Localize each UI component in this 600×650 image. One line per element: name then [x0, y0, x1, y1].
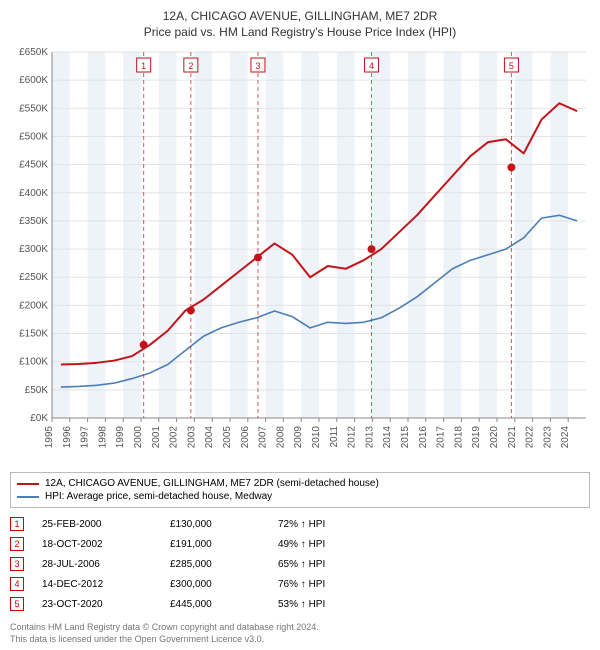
title-line-1: 12A, CHICAGO AVENUE, GILLINGHAM, ME7 2DR: [6, 8, 594, 24]
svg-text:5: 5: [509, 61, 514, 71]
legend-row-hpi: HPI: Average price, semi-detached house,…: [17, 490, 583, 503]
svg-text:2008: 2008: [275, 426, 286, 449]
svg-text:2003: 2003: [186, 426, 197, 449]
event-marker: 5: [10, 597, 24, 611]
svg-text:2014: 2014: [382, 426, 393, 449]
event-hpi: 53% ↑ HPI: [278, 599, 368, 610]
svg-text:2021: 2021: [507, 426, 518, 449]
svg-text:1999: 1999: [115, 426, 126, 449]
event-hpi: 72% ↑ HPI: [278, 519, 368, 530]
svg-text:2009: 2009: [293, 426, 304, 449]
svg-text:2000: 2000: [133, 426, 144, 449]
footer-line-1: Contains HM Land Registry data © Crown c…: [10, 622, 590, 634]
svg-text:3: 3: [255, 61, 260, 71]
svg-text:2024: 2024: [560, 426, 571, 449]
footer-note: Contains HM Land Registry data © Crown c…: [10, 622, 590, 645]
svg-text:2007: 2007: [258, 426, 269, 449]
svg-text:2022: 2022: [525, 426, 536, 449]
svg-text:£650K: £650K: [19, 47, 48, 58]
svg-text:2010: 2010: [311, 426, 322, 449]
svg-text:£500K: £500K: [19, 132, 48, 143]
event-row: 5 23-OCT-2020 £445,000 53% ↑ HPI: [10, 594, 590, 614]
svg-text:1: 1: [141, 61, 146, 71]
event-hpi: 49% ↑ HPI: [278, 539, 368, 550]
svg-text:1997: 1997: [80, 426, 91, 449]
event-price: £285,000: [170, 559, 260, 570]
svg-text:£550K: £550K: [19, 104, 48, 115]
legend-label-price: 12A, CHICAGO AVENUE, GILLINGHAM, ME7 2DR…: [45, 478, 379, 489]
event-row: 3 28-JUL-2006 £285,000 65% ↑ HPI: [10, 554, 590, 574]
svg-text:2011: 2011: [329, 426, 340, 448]
chart-area: £0K £50K £100K £150K £200K £250K £300K £350K £40…: [6, 46, 594, 466]
legend-row-price: 12A, CHICAGO AVENUE, GILLINGHAM, ME7 2DR…: [17, 477, 583, 490]
event-marker: 2: [10, 537, 24, 551]
event-date: 18-OCT-2002: [42, 539, 152, 550]
svg-text:2004: 2004: [204, 426, 215, 449]
title-block: 12A, CHICAGO AVENUE, GILLINGHAM, ME7 2DR…: [6, 8, 594, 40]
svg-text:2006: 2006: [240, 426, 251, 449]
events-table: 1 25-FEB-2000 £130,000 72% ↑ HPI 2 18-OCT-200…: [10, 514, 590, 614]
svg-text:2019: 2019: [471, 426, 482, 449]
event-date: 28-JUL-2006: [42, 559, 152, 570]
event-marker: 1: [10, 517, 24, 531]
event-hpi: 76% ↑ HPI: [278, 579, 368, 590]
svg-text:2018: 2018: [453, 426, 464, 449]
legend-label-hpi: HPI: Average price, semi-detached house,…: [45, 491, 272, 502]
svg-text:2002: 2002: [169, 426, 180, 449]
svg-text:£450K: £450K: [19, 160, 48, 171]
svg-text:£250K: £250K: [19, 273, 48, 284]
event-price: £300,000: [170, 579, 260, 590]
event-row: 2 18-OCT-2002 £191,000 49% ↑ HPI: [10, 534, 590, 554]
legend: 12A, CHICAGO AVENUE, GILLINGHAM, ME7 2DR…: [10, 472, 590, 508]
event-price: £445,000: [170, 599, 260, 610]
svg-text:2017: 2017: [436, 426, 447, 449]
event-marker: 3: [10, 557, 24, 571]
svg-text:2023: 2023: [542, 426, 553, 449]
svg-text:£200K: £200K: [19, 301, 48, 312]
page-container: 12A, CHICAGO AVENUE, GILLINGHAM, ME7 2DR…: [0, 0, 600, 650]
svg-text:2005: 2005: [222, 426, 233, 449]
svg-text:£400K: £400K: [19, 188, 48, 199]
svg-text:2020: 2020: [489, 426, 500, 449]
event-row: 1 25-FEB-2000 £130,000 72% ↑ HPI: [10, 514, 590, 534]
svg-text:2015: 2015: [400, 426, 411, 449]
footer-line-2: This data is licensed under the Open Gov…: [10, 634, 590, 646]
svg-text:1995: 1995: [44, 426, 55, 449]
svg-text:£600K: £600K: [19, 76, 48, 87]
event-date: 25-FEB-2000: [42, 519, 152, 530]
event-price: £191,000: [170, 539, 260, 550]
svg-text:2: 2: [188, 61, 193, 71]
event-row: 4 14-DEC-2012 £300,000 76% ↑ HPI: [10, 574, 590, 594]
event-price: £130,000: [170, 519, 260, 530]
price-chart: £0K £50K £100K £150K £200K £250K £300K £350K £40…: [6, 46, 594, 466]
svg-text:£100K: £100K: [19, 357, 48, 368]
svg-text:£0K: £0K: [30, 413, 48, 424]
title-line-2: Price paid vs. HM Land Registry's House …: [6, 24, 594, 40]
svg-text:£350K: £350K: [19, 216, 48, 227]
svg-text:£300K: £300K: [19, 244, 48, 255]
svg-text:1998: 1998: [97, 426, 108, 449]
event-hpi: 65% ↑ HPI: [278, 559, 368, 570]
legend-swatch-hpi: [17, 496, 39, 498]
event-date: 14-DEC-2012: [42, 579, 152, 590]
svg-text:4: 4: [369, 61, 374, 71]
svg-text:2013: 2013: [364, 426, 375, 449]
svg-text:£50K: £50K: [25, 385, 49, 396]
svg-text:1996: 1996: [62, 426, 73, 449]
svg-text:2012: 2012: [347, 426, 358, 449]
event-date: 23-OCT-2020: [42, 599, 152, 610]
svg-text:2001: 2001: [151, 426, 162, 449]
svg-text:2016: 2016: [418, 426, 429, 449]
legend-swatch-price: [17, 483, 39, 485]
event-marker: 4: [10, 577, 24, 591]
svg-text:£150K: £150K: [19, 329, 48, 340]
